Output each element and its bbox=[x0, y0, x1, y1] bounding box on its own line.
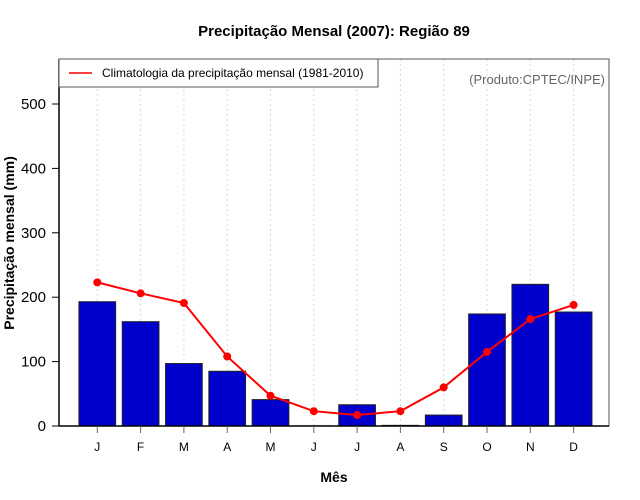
credit-annotation: (Produto:CPTEC/INPE) bbox=[469, 72, 605, 87]
x-tick-label: O bbox=[482, 440, 491, 454]
climatology-point-8 bbox=[439, 383, 448, 392]
bar-11 bbox=[554, 311, 593, 427]
x-tick-label: F bbox=[137, 440, 144, 454]
climatology-point-4 bbox=[266, 391, 275, 400]
x-tick-label: J bbox=[311, 440, 317, 454]
chart-title: Precipitação Mensal (2007): Região 89 bbox=[198, 23, 470, 40]
climatology-point-11 bbox=[569, 300, 578, 309]
x-tick-label: N bbox=[526, 440, 535, 454]
y-tick-label: 200 bbox=[21, 289, 46, 306]
x-tick-label: S bbox=[440, 440, 448, 454]
x-tick-label: M bbox=[266, 440, 276, 454]
y-axis: 0 100 200 300 400 500 bbox=[21, 96, 59, 435]
bar-4 bbox=[251, 399, 290, 427]
bar-1 bbox=[121, 321, 160, 427]
y-axis-title: Precipitação mensal (mm) bbox=[1, 156, 17, 330]
bar-9 bbox=[468, 313, 506, 427]
climatology-point-10 bbox=[526, 315, 535, 324]
bar-8 bbox=[424, 414, 463, 427]
climatology-point-9 bbox=[483, 347, 491, 356]
climatology-point-6 bbox=[353, 411, 362, 420]
x-tick-label: M bbox=[179, 440, 189, 454]
legend: Climatologia da precipitação mensal (198… bbox=[58, 58, 379, 88]
y-tick-label: 100 bbox=[21, 354, 46, 371]
bar-10 bbox=[511, 283, 550, 427]
y-tick-label: 500 bbox=[21, 96, 46, 113]
y-tick-label: 300 bbox=[21, 225, 46, 242]
bars bbox=[78, 283, 593, 427]
x-tick-label: A bbox=[223, 440, 231, 454]
x-axis-title: Mês bbox=[320, 469, 347, 485]
climatology-point-1 bbox=[136, 289, 145, 298]
y-tick-label: 0 bbox=[38, 418, 46, 435]
climatology-point-7 bbox=[396, 407, 405, 416]
climatology-series bbox=[93, 278, 578, 420]
x-tick-label: D bbox=[569, 440, 578, 454]
climatology-point-0 bbox=[93, 278, 102, 287]
climatology-point-5 bbox=[309, 407, 318, 416]
bar-0 bbox=[78, 301, 117, 427]
legend-entry-climatology: Climatologia da precipitação mensal (198… bbox=[102, 66, 363, 80]
x-tick-label: A bbox=[396, 440, 404, 454]
climatology-point-3 bbox=[223, 352, 232, 361]
y-tick-label: 400 bbox=[21, 160, 46, 177]
legend-box bbox=[58, 58, 379, 88]
x-tick-label: J bbox=[354, 440, 360, 454]
climatology-point-2 bbox=[179, 298, 188, 307]
climatology-line bbox=[97, 281, 574, 417]
bar-2 bbox=[165, 363, 203, 427]
x-tick-label: J bbox=[94, 440, 100, 454]
bar-3 bbox=[208, 370, 247, 427]
